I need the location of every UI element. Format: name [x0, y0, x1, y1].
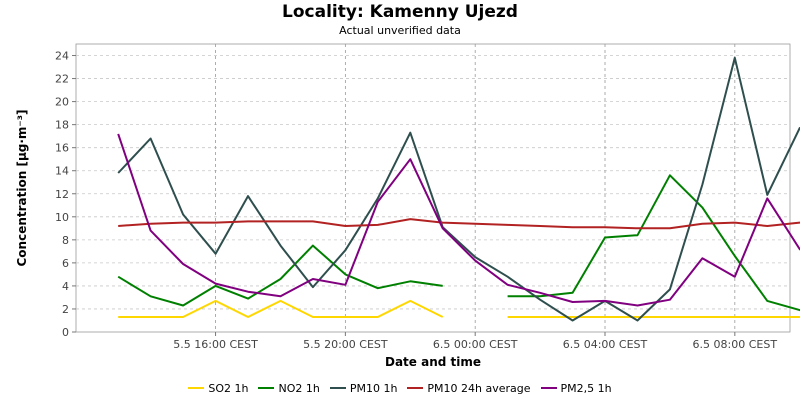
- y-tick-label: 14: [55, 165, 69, 178]
- legend-item: PM10 24h average: [407, 381, 531, 395]
- legend-label: PM10 24h average: [427, 381, 531, 395]
- legend-item: PM2,5 1h: [540, 381, 612, 395]
- x-tick-label: 6.5 00:00 CEST: [433, 338, 518, 351]
- y-tick-label: 6: [62, 257, 69, 270]
- y-tick-label: 2: [62, 303, 69, 316]
- x-axis-title: Date and time: [385, 355, 481, 369]
- series-line: [118, 218, 800, 230]
- series-line: [118, 299, 444, 318]
- y-tick-label: 18: [55, 119, 69, 132]
- y-tick-label: 16: [55, 142, 69, 155]
- y-tick-label: 0: [62, 326, 69, 339]
- y-tick-label: 20: [55, 96, 69, 109]
- y-tick-label: 12: [55, 188, 69, 201]
- legend-label: PM10 1h: [349, 381, 398, 395]
- chart-title: Locality: Kamenny Ujezd: [282, 2, 518, 22]
- legend-swatch: [258, 386, 275, 389]
- series-layer: [117, 56, 800, 322]
- x-tick-label: 5.5 20:00 CEST: [303, 338, 388, 351]
- legend: SO2 1h NO2 1h PM10 1h PM10 24h average PM2,5…: [0, 381, 800, 395]
- series-pm2-5-1h: [117, 133, 800, 307]
- legend-swatch: [407, 386, 424, 389]
- y-axis-title: Concentration [µg·m⁻³]: [15, 110, 29, 267]
- series-no2-1h: [117, 174, 800, 312]
- legend-label: PM2,5 1h: [560, 381, 612, 395]
- y-tick-label: 8: [62, 234, 69, 247]
- y-tick-label: 10: [55, 211, 69, 224]
- y-tick-label: 4: [62, 280, 69, 293]
- chart-subtitle: Actual unverified data: [339, 24, 461, 37]
- y-tick-label: 22: [55, 73, 69, 86]
- series-pm10-24h-average: [118, 218, 800, 230]
- x-tick-label: 5.5 16:00 CEST: [173, 338, 258, 351]
- legend-swatch: [540, 386, 557, 389]
- series-line: [507, 174, 800, 312]
- y-tick-label: 24: [55, 50, 69, 63]
- legend-label: NO2 1h: [278, 381, 320, 395]
- series-line: [117, 133, 800, 307]
- series-line: [117, 244, 443, 307]
- series-pm10-1h: [117, 56, 800, 322]
- legend-item: NO2 1h: [258, 381, 320, 395]
- x-tick-label: 6.5 08:00 CEST: [693, 338, 778, 351]
- x-tick-label: 6.5 04:00 CEST: [563, 338, 648, 351]
- legend-swatch: [188, 386, 205, 389]
- legend-swatch: [329, 386, 346, 389]
- grid-layer: [75, 43, 791, 333]
- legend-label: SO2 1h: [208, 381, 249, 395]
- legend-item: SO2 1h: [188, 382, 248, 395]
- series-line: [117, 56, 800, 322]
- legend-item: PM10 1h: [329, 381, 398, 395]
